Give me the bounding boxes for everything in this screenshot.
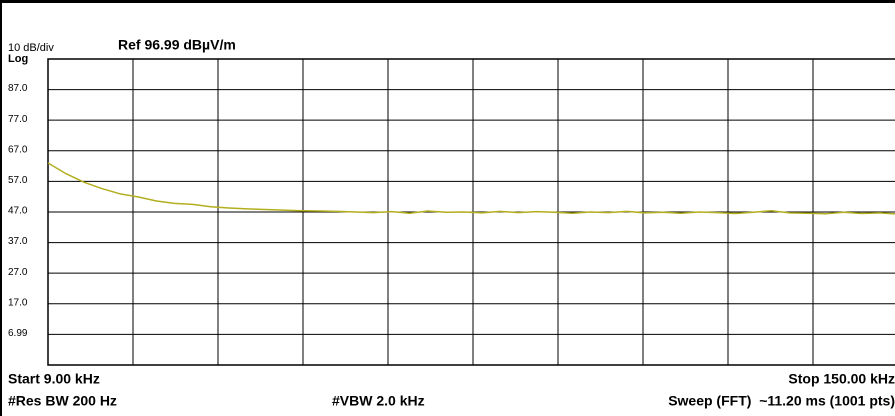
- trace: [47, 162, 895, 215]
- y-tick-label: 6.99: [8, 328, 28, 339]
- start-freq: Start 9.00 kHz: [8, 371, 100, 387]
- scale-type: Log: [8, 53, 28, 65]
- y-tick-label: 87.0: [8, 83, 28, 94]
- top-border: [0, 0, 895, 3]
- y-tick-label: 37.0: [8, 236, 28, 247]
- y-tick-label: 67.0: [8, 144, 28, 155]
- res-bw: #Res BW 200 Hz: [8, 393, 117, 409]
- y-tick-label: 77.0: [8, 114, 28, 125]
- y-tick-label: 57.0: [8, 175, 28, 186]
- ref-level: Ref 96.99 dBµV/m: [118, 37, 236, 53]
- scale-label: 10 dB/div: [8, 42, 54, 54]
- y-tick-label: 27.0: [8, 267, 28, 278]
- left-border: [0, 0, 2, 416]
- vbw: #VBW 2.0 kHz: [332, 393, 425, 409]
- y-tick-label: 47.0: [8, 206, 28, 217]
- stop-freq: Stop 150.00 kHz: [788, 371, 895, 387]
- sweep: Sweep (FFT) ~11.20 ms (1001 pts): [668, 393, 895, 409]
- y-tick-label: 17.0: [8, 297, 28, 308]
